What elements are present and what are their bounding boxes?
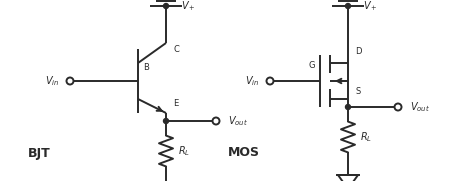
Circle shape	[346, 3, 350, 9]
Text: B: B	[143, 62, 149, 71]
Text: G: G	[309, 60, 315, 70]
Text: C: C	[173, 45, 179, 54]
Circle shape	[346, 104, 350, 110]
Text: BJT: BJT	[28, 146, 51, 159]
Text: $V_{in}$: $V_{in}$	[45, 74, 59, 88]
Text: $V_+$: $V_+$	[181, 0, 195, 13]
Text: $R_L$: $R_L$	[178, 144, 190, 158]
Circle shape	[212, 117, 219, 125]
Circle shape	[66, 77, 73, 85]
Text: E: E	[173, 98, 179, 108]
Circle shape	[164, 3, 168, 9]
Text: S: S	[356, 87, 361, 96]
Circle shape	[164, 119, 168, 123]
Text: D: D	[355, 47, 361, 56]
Text: $V_{out}$: $V_{out}$	[228, 114, 248, 128]
Text: MOS: MOS	[228, 146, 260, 159]
Text: $V_{out}$: $V_{out}$	[410, 100, 430, 114]
Text: $R_L$: $R_L$	[360, 130, 372, 144]
Text: $V_+$: $V_+$	[363, 0, 377, 13]
Text: $V_{in}$: $V_{in}$	[245, 74, 259, 88]
Circle shape	[266, 77, 273, 85]
Circle shape	[394, 104, 401, 110]
